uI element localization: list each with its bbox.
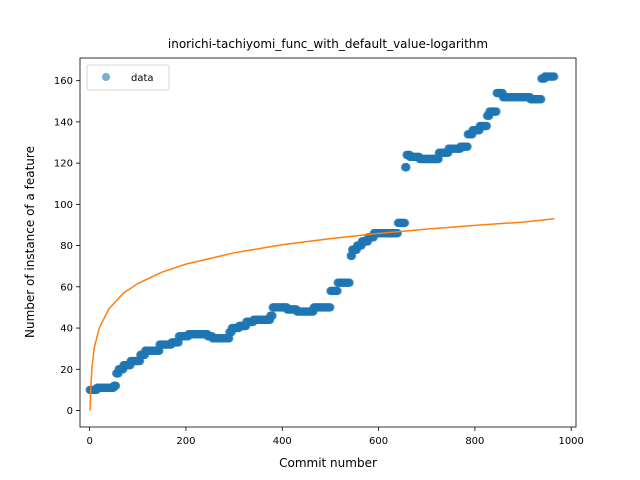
y-tick-label: 100 (54, 200, 73, 211)
data-point (401, 219, 409, 227)
x-tick-label: 0 (86, 436, 92, 447)
chart-title: inorichi-tachiyomi_func_with_default_val… (168, 37, 488, 51)
data-point (550, 72, 558, 80)
data-point (345, 279, 353, 287)
data-point (326, 303, 334, 311)
x-axis-label: Commit number (279, 456, 377, 470)
data-point (112, 382, 120, 390)
data-point (463, 142, 471, 150)
legend: data (87, 65, 169, 90)
data-point (492, 107, 500, 115)
data-point (268, 311, 276, 319)
y-axis-label: Number of instance of a feature (23, 146, 37, 338)
data-point (402, 163, 410, 171)
y-tick-label: 0 (67, 406, 73, 417)
data-point (483, 122, 491, 130)
y-tick-label: 160 (54, 76, 73, 87)
y-tick-label: 80 (60, 241, 73, 252)
data-point (333, 287, 341, 295)
y-tick-label: 140 (54, 117, 73, 128)
y-tick-label: 20 (60, 365, 73, 376)
data-point (394, 229, 402, 237)
x-tick-label: 800 (465, 436, 484, 447)
y-tick-label: 120 (54, 159, 73, 170)
data-point (537, 95, 545, 103)
legend-box (87, 65, 169, 90)
x-tick-label: 400 (273, 436, 292, 447)
y-tick-label: 60 (60, 282, 73, 293)
legend-marker-data (102, 73, 110, 81)
y-tick-label: 40 (60, 324, 73, 335)
x-tick-label: 600 (369, 436, 388, 447)
legend-label-data: data (131, 73, 154, 84)
x-tick-label: 200 (176, 436, 195, 447)
x-tick-label: 1000 (558, 436, 583, 447)
